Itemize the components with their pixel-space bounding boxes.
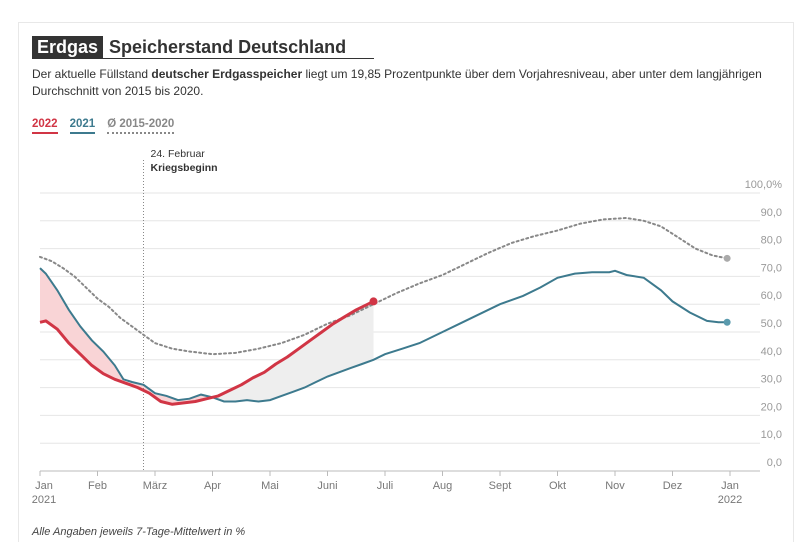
y-tick-label: 50,0	[761, 318, 782, 330]
x-tick-label: Apr	[204, 480, 221, 492]
y-tick-label: 100,0%	[745, 179, 783, 191]
x-tick-label: Dez	[663, 480, 683, 492]
x-tick-label: Juli	[377, 480, 394, 492]
x-tick-label: Sept	[489, 480, 512, 492]
subtitle-bold: deutscher Erdgasspeicher	[151, 67, 303, 81]
subtitle-text-1: Der aktuelle Füllstand	[32, 67, 152, 81]
series-line-2021	[39, 267, 728, 403]
series-line-2022	[39, 300, 375, 406]
legend-item-average[interactable]: Ø 2015-2020	[107, 118, 175, 134]
x-tick-label: März	[143, 480, 167, 492]
y-tick-label: 70,0	[761, 262, 782, 274]
title-underline	[32, 58, 374, 59]
series-end-marker-average	[723, 254, 731, 262]
series-end-marker-2022	[369, 297, 378, 306]
x-tick-label: Juni	[317, 480, 337, 492]
series-end-marker-2021	[723, 318, 731, 326]
footnote: Alle Angaben jeweils 7-Tage-Mittelwert i…	[32, 526, 246, 538]
legend-item-2022[interactable]: 2022	[32, 118, 58, 134]
subtitle-text-2: liegt um 19,85 Prozentpunkte über dem Vo…	[32, 67, 762, 98]
event-annotation-date: 24. Februar	[151, 148, 206, 160]
y-tick-label: 10,0	[761, 429, 782, 441]
title-main: Speicherstand Deutschland	[109, 37, 347, 57]
event-annotation-label: Kriegsbeginn	[151, 162, 218, 174]
y-tick-label: 30,0	[761, 374, 782, 386]
x-tick-label: Jan	[721, 480, 739, 492]
legend-item-2021[interactable]: 2021	[69, 118, 96, 134]
legend: 2022 2021 Ø 2015-2020	[32, 118, 175, 134]
x-tick-label: Jan	[35, 480, 53, 492]
y-tick-label: 20,0	[761, 401, 782, 413]
chart-frame	[18, 22, 794, 542]
difference-fill-below	[40, 268, 213, 405]
x-tick-label: Feb	[88, 480, 107, 492]
y-tick-label: 40,0	[761, 346, 782, 358]
x-tick-label: Mai	[261, 480, 279, 492]
x-tick-year: 2021	[32, 494, 56, 506]
title-kicker: Erdgas	[32, 36, 104, 58]
y-tick-label: 60,0	[761, 290, 782, 302]
y-tick-label: 0,0	[767, 457, 782, 469]
x-tick-label: Aug	[433, 480, 453, 492]
chart-subtitle: Der aktuelle Füllstand deutscher Erdgass…	[32, 66, 772, 100]
y-tick-label: 80,0	[761, 235, 782, 247]
x-tick-label: Nov	[605, 480, 625, 492]
x-tick-year: 2022	[718, 494, 742, 506]
x-tick-label: Okt	[549, 480, 566, 492]
y-tick-label: 90,0	[761, 207, 782, 219]
chart-title: Erdgas Speicherstand Deutschland	[32, 35, 346, 59]
difference-fill-above	[213, 301, 374, 402]
